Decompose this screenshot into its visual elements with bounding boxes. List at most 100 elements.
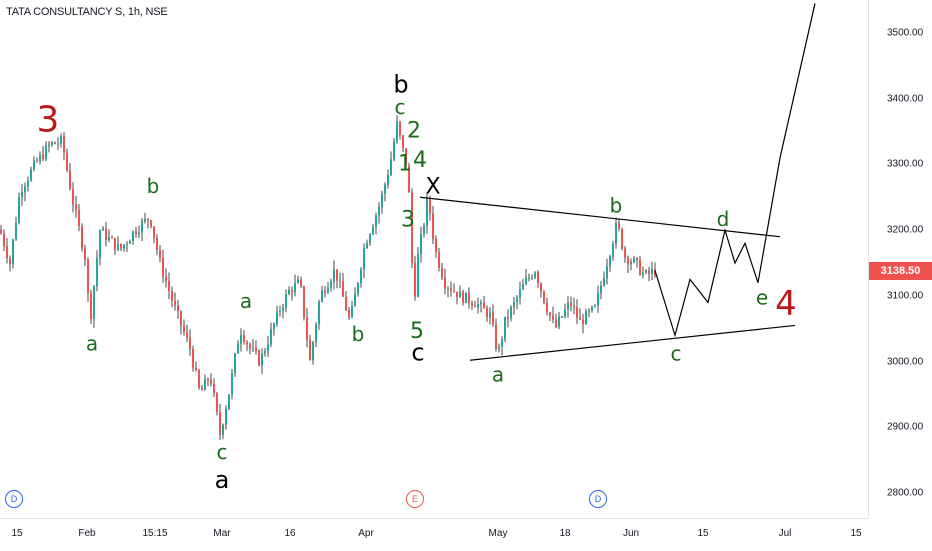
candle-body bbox=[342, 281, 344, 297]
candle-body bbox=[594, 305, 596, 307]
candle-body bbox=[447, 288, 449, 290]
candle-body bbox=[255, 347, 257, 352]
candle-body bbox=[507, 316, 509, 319]
candle-body bbox=[441, 267, 443, 278]
candle-body bbox=[246, 342, 248, 345]
candle-body bbox=[126, 243, 128, 245]
candle-body bbox=[573, 306, 575, 308]
candle-body bbox=[294, 282, 296, 293]
candle-body bbox=[465, 292, 467, 303]
time-tick-label: 18 bbox=[559, 528, 571, 539]
wave-label: b bbox=[610, 194, 623, 218]
candle-body bbox=[504, 316, 506, 340]
candle-body bbox=[84, 248, 86, 260]
wave-label: a bbox=[240, 289, 252, 313]
candle-body bbox=[201, 387, 203, 391]
candle-body bbox=[48, 144, 50, 146]
candle-body bbox=[57, 143, 59, 145]
candle-body bbox=[537, 272, 539, 284]
candle-body bbox=[564, 309, 566, 317]
candle-body bbox=[390, 159, 392, 176]
candle-body bbox=[540, 283, 542, 292]
candle-body bbox=[558, 316, 560, 327]
candle-body bbox=[420, 234, 422, 255]
candle-body bbox=[414, 263, 416, 297]
wave-label: 4 bbox=[775, 284, 797, 324]
candle-body bbox=[384, 184, 386, 194]
projection-path bbox=[654, 3, 816, 338]
time-axis[interactable]: 15 Feb 15:15 Mar 16 Apr May 18 Jun 15 Jul 15 bbox=[0, 518, 868, 551]
price-tick-label: 3000.00 bbox=[887, 356, 924, 368]
candle-body bbox=[252, 347, 254, 349]
candle-body bbox=[381, 193, 383, 207]
candle-body bbox=[195, 367, 197, 371]
candle-body bbox=[15, 222, 17, 240]
candle-body bbox=[525, 277, 527, 285]
wave-label: X bbox=[425, 174, 440, 199]
candle-body bbox=[348, 310, 350, 318]
candle-body bbox=[366, 242, 368, 249]
candle-body bbox=[258, 351, 260, 366]
candle-body bbox=[354, 293, 356, 307]
earnings-event-marker[interactable]: E bbox=[406, 490, 424, 508]
candle-body bbox=[387, 175, 389, 185]
candle-body bbox=[486, 308, 488, 318]
candle-body bbox=[297, 279, 299, 283]
candle-body bbox=[474, 305, 476, 308]
time-tick-label: Jun bbox=[622, 528, 640, 539]
candle-body bbox=[591, 306, 593, 311]
candle-body bbox=[147, 218, 149, 221]
candle-body bbox=[105, 228, 107, 241]
price-tick-label: 3200.00 bbox=[887, 224, 924, 236]
wave-label: 4 bbox=[413, 148, 427, 173]
candle-body bbox=[162, 258, 164, 277]
wave-label: a bbox=[86, 332, 98, 356]
candle-body bbox=[480, 302, 482, 305]
candle-body bbox=[501, 339, 503, 347]
candle-body bbox=[87, 259, 89, 294]
dividend-event-marker[interactable]: D bbox=[589, 490, 607, 508]
price-axis[interactable]: 3500.00 3400.00 3300.00 3200.00 3100.00 3000.… bbox=[868, 0, 932, 518]
candle-body bbox=[492, 312, 494, 325]
candle-body bbox=[285, 294, 287, 308]
candle-body bbox=[183, 325, 185, 332]
candle-body bbox=[177, 305, 179, 312]
candle-body bbox=[120, 243, 122, 249]
candle-body bbox=[468, 292, 470, 304]
candle-body bbox=[249, 344, 251, 349]
candle-body bbox=[198, 370, 200, 388]
candle-body bbox=[63, 136, 65, 153]
candle-body bbox=[378, 206, 380, 216]
candle-body bbox=[462, 291, 464, 303]
candle-body bbox=[570, 302, 572, 307]
candle-body bbox=[561, 316, 563, 318]
candle-body bbox=[333, 269, 335, 282]
candle-body bbox=[132, 231, 134, 241]
candle-body bbox=[267, 344, 269, 352]
candle-body bbox=[213, 383, 215, 394]
dividend-event-marker[interactable]: D bbox=[5, 490, 23, 508]
candle-body bbox=[426, 199, 428, 226]
candle-body bbox=[555, 319, 557, 327]
candle-body bbox=[261, 353, 263, 366]
candle-body bbox=[528, 277, 530, 279]
candle-body bbox=[174, 300, 176, 306]
candle-body bbox=[648, 270, 650, 274]
candle-body bbox=[273, 323, 275, 330]
wave-label: 2 bbox=[407, 119, 421, 144]
price-tick-label: 3400.00 bbox=[887, 93, 924, 105]
candle-body bbox=[18, 197, 20, 223]
time-tick-label: Jul bbox=[778, 528, 792, 539]
candle-body bbox=[150, 220, 152, 227]
candle-body bbox=[615, 222, 617, 244]
time-tick-label: Mar bbox=[213, 528, 231, 539]
candle-body bbox=[624, 248, 626, 258]
candle-body bbox=[168, 281, 170, 292]
candle-body bbox=[435, 238, 437, 253]
price-tick-label: 2800.00 bbox=[887, 487, 924, 499]
candle-body bbox=[399, 121, 401, 136]
candle-body bbox=[549, 312, 551, 316]
candle-body bbox=[234, 353, 236, 374]
